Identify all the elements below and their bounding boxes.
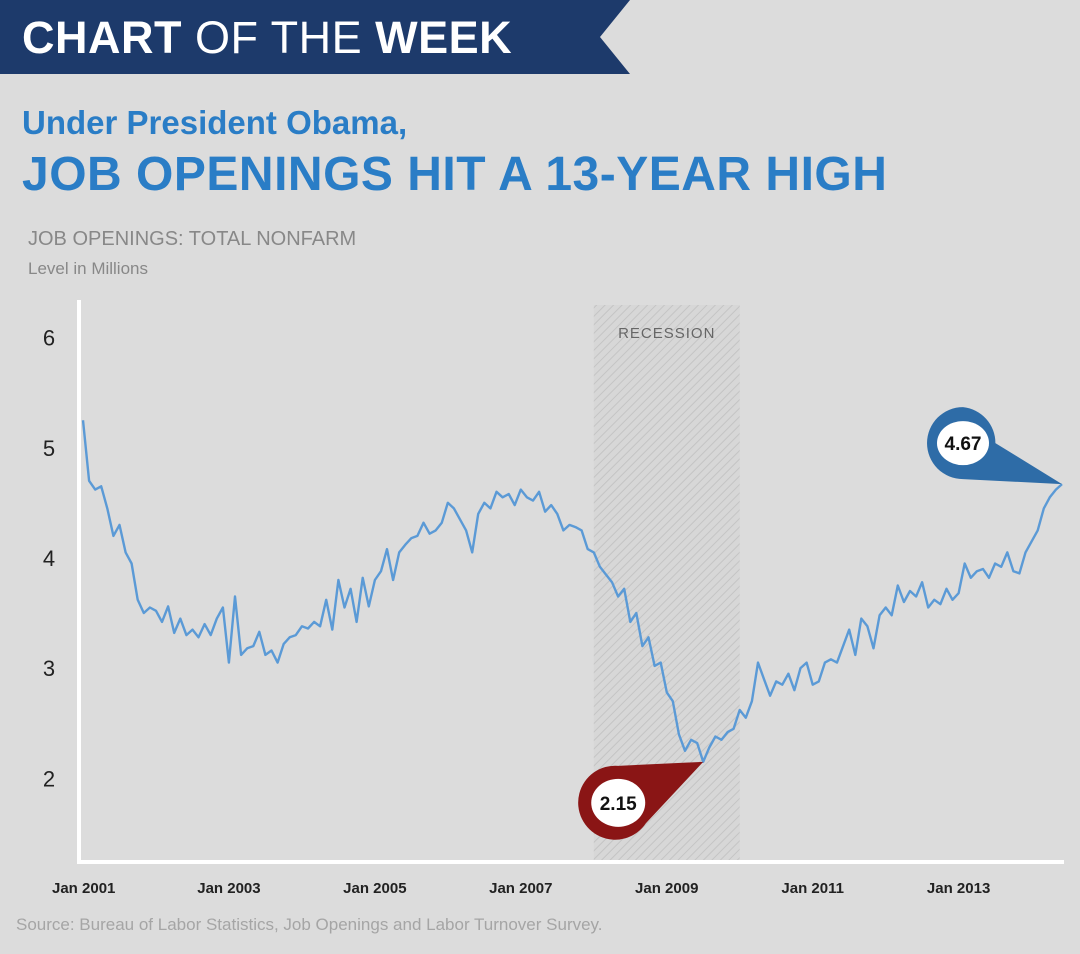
x-tick-label: Jan 2013 [927,880,990,897]
chart-title: JOB OPENINGS: TOTAL NONFARM [28,228,357,250]
callout-low: 2.15 [578,761,704,840]
y-tick-label: 5 [43,436,55,461]
banner [0,0,630,74]
recession-label: RECESSION [618,325,715,342]
banner-heading: CHART OF THE WEEK [22,8,512,68]
banner-shape [0,0,630,74]
y-axis-unit-label: Level in Millions [28,259,148,278]
x-tick-label: Jan 2007 [489,880,552,897]
banner-word-of-the: OF THE [181,12,376,63]
callout-high-bubble [937,421,989,466]
callout-high-value: 4.67 [945,434,982,455]
callout-low-bubble [591,778,646,827]
x-tick-label: Jan 2005 [343,880,406,897]
headline-subtitle: Under President Obama, [22,104,408,141]
callout-low-value: 2.15 [600,794,637,815]
series-line [81,420,1063,763]
line-chart: RECESSION 2 3 4 5 6 Jan 2001 Jan 2003 Jan 2005 J… [43,300,1064,897]
y-tick-label: 4 [43,546,55,571]
x-tick-label: Jan 2009 [635,880,698,897]
y-tick-label: 2 [43,766,55,791]
callout-high: 4.67 [927,407,1062,485]
x-tick-label: Jan 2001 [52,880,115,897]
banner-word-chart: CHART [22,12,182,63]
banner-word-week: WEEK [375,12,513,63]
x-tick-label: Jan 2011 [781,880,844,897]
headline-title: JOB OPENINGS HIT A 13-YEAR HIGH [22,148,888,201]
source-note: Source: Bureau of Labor Statistics, Job … [16,915,603,934]
y-tick-label: 6 [43,326,55,351]
x-tick-label: Jan 2003 [197,880,260,897]
y-tick-label: 3 [43,656,55,681]
